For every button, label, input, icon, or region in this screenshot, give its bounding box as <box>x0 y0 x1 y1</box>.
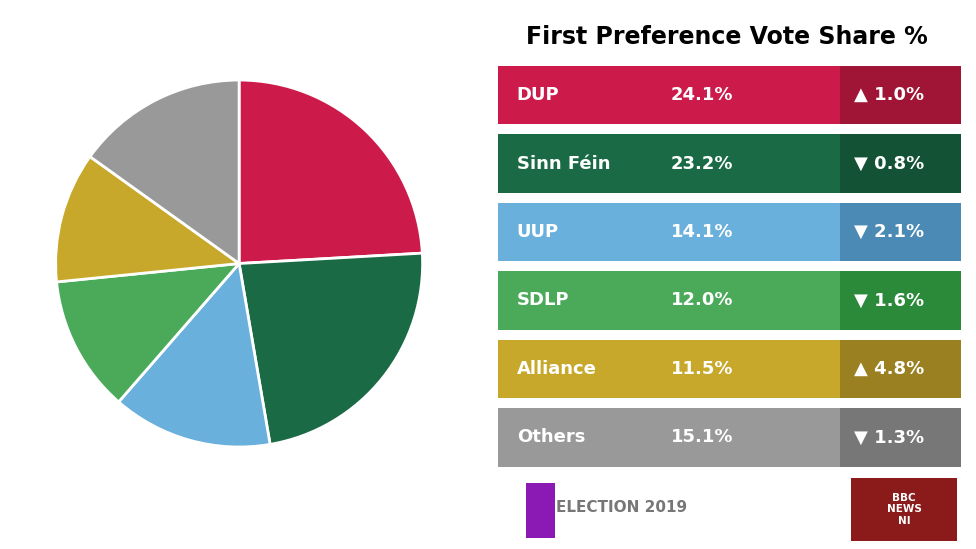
Wedge shape <box>119 264 270 447</box>
Text: First Preference Vote Share %: First Preference Vote Share % <box>526 25 928 49</box>
Text: ▼ 0.8%: ▼ 0.8% <box>854 155 924 172</box>
FancyBboxPatch shape <box>839 203 961 261</box>
Wedge shape <box>56 156 239 282</box>
Text: 12.0%: 12.0% <box>671 292 733 310</box>
Text: 23.2%: 23.2% <box>671 155 733 172</box>
Text: 15.1%: 15.1% <box>671 428 733 446</box>
Text: Alliance: Alliance <box>516 360 596 378</box>
Text: 11.5%: 11.5% <box>671 360 733 378</box>
FancyBboxPatch shape <box>851 478 956 541</box>
Wedge shape <box>57 264 239 402</box>
FancyBboxPatch shape <box>839 408 961 467</box>
Text: Others: Others <box>516 428 585 446</box>
Text: 24.1%: 24.1% <box>671 86 733 104</box>
FancyBboxPatch shape <box>498 203 839 261</box>
Wedge shape <box>239 253 423 444</box>
FancyBboxPatch shape <box>839 66 961 125</box>
Text: ▼ 1.3%: ▼ 1.3% <box>854 428 924 446</box>
Text: DUP: DUP <box>516 86 559 104</box>
Wedge shape <box>90 80 239 264</box>
Text: ELECTION 2019: ELECTION 2019 <box>556 500 687 516</box>
FancyBboxPatch shape <box>498 340 839 398</box>
Wedge shape <box>239 80 423 264</box>
Text: BBC
NEWS
NI: BBC NEWS NI <box>886 492 921 526</box>
Text: ▼ 1.6%: ▼ 1.6% <box>854 292 924 310</box>
FancyBboxPatch shape <box>498 66 839 125</box>
Text: ▼ 2.1%: ▼ 2.1% <box>854 223 924 241</box>
FancyBboxPatch shape <box>526 483 555 538</box>
Text: ▲ 1.0%: ▲ 1.0% <box>854 86 924 104</box>
FancyBboxPatch shape <box>839 271 961 330</box>
FancyBboxPatch shape <box>498 135 839 193</box>
Text: SDLP: SDLP <box>516 292 569 310</box>
Text: ▲ 4.8%: ▲ 4.8% <box>854 360 924 378</box>
FancyBboxPatch shape <box>839 340 961 398</box>
FancyBboxPatch shape <box>839 135 961 193</box>
FancyBboxPatch shape <box>498 408 839 467</box>
Text: Sinn Féin: Sinn Féin <box>516 155 610 172</box>
Text: UUP: UUP <box>516 223 559 241</box>
FancyBboxPatch shape <box>498 271 839 330</box>
Text: 14.1%: 14.1% <box>671 223 733 241</box>
